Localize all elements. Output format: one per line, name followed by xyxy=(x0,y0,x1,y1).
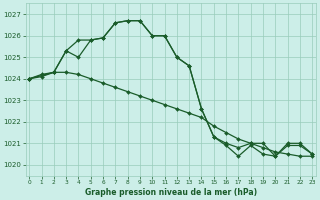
X-axis label: Graphe pression niveau de la mer (hPa): Graphe pression niveau de la mer (hPa) xyxy=(85,188,257,197)
